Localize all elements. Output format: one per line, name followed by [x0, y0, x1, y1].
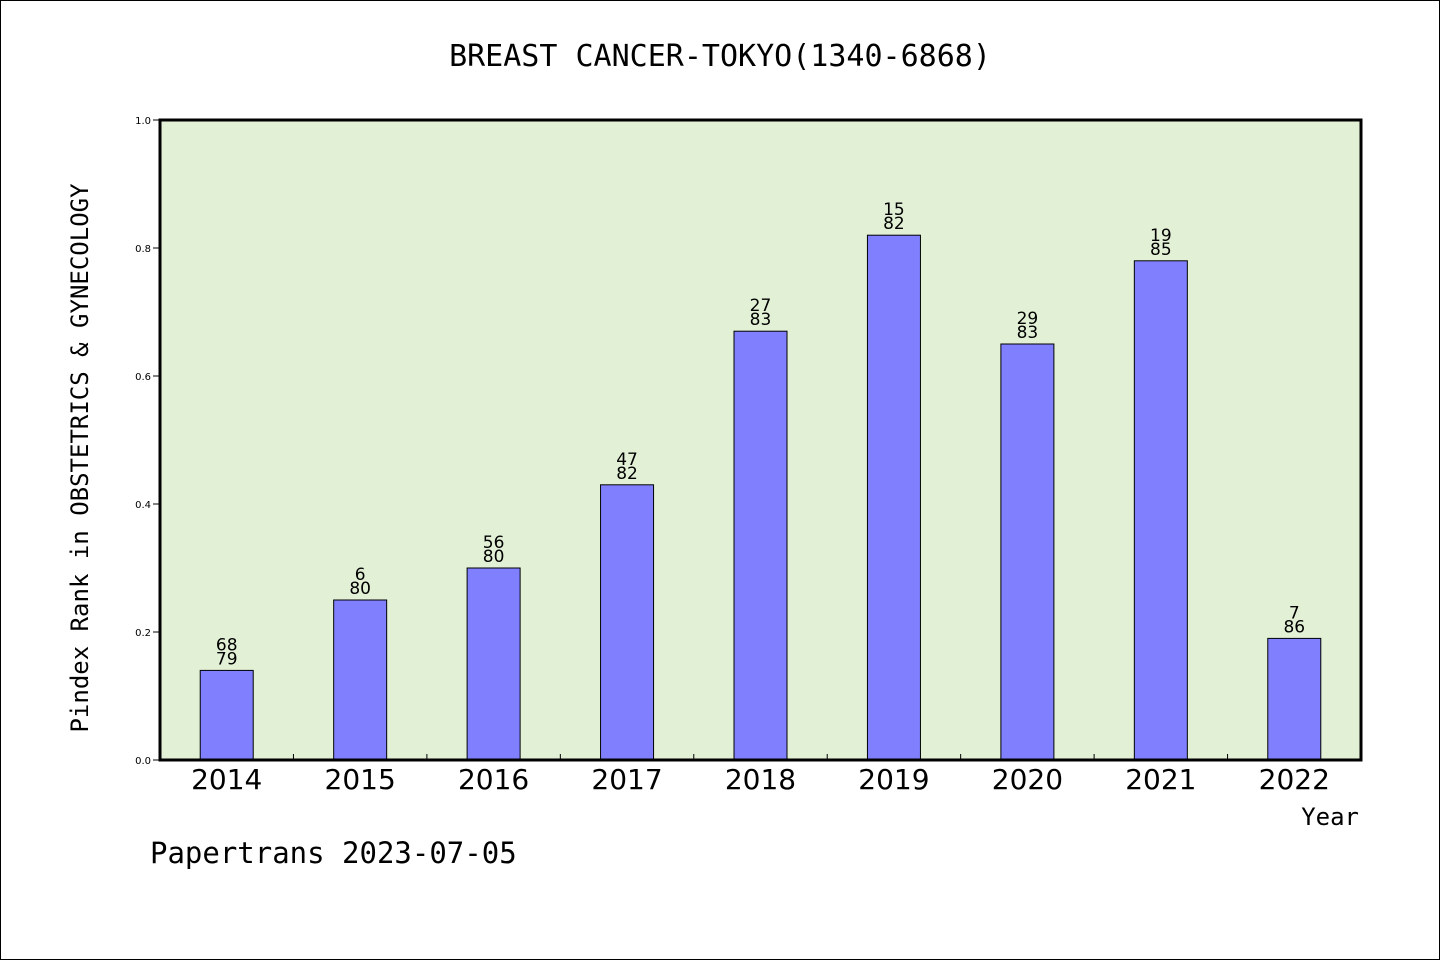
- data-label-bottom: 83: [750, 310, 772, 330]
- x-tick-label: 2022: [1259, 763, 1330, 796]
- chart-title: BREAST CANCER-TOKYO(1340-6868): [449, 39, 991, 74]
- x-axis: 2014 2015 2016 2017 2018 2019 2020 2021 2022: [191, 754, 1330, 796]
- y-tick-label: 0.0: [135, 756, 151, 767]
- x-axis-label: Year: [1301, 803, 1359, 831]
- bar-2022: [1267, 637, 1322, 761]
- data-label-bottom: 82: [616, 464, 638, 484]
- x-tick-label: 2014: [191, 763, 262, 796]
- bars-group: [199, 234, 1322, 761]
- bar-2017: [600, 484, 655, 761]
- plot-border: [158, 118, 1363, 762]
- y-tick-label: 1.0: [135, 116, 151, 127]
- data-label-top: 56: [483, 533, 505, 553]
- x-tick-label: 2021: [1125, 763, 1196, 796]
- bar-2016: [466, 567, 521, 761]
- data-label-bottom: 86: [1283, 617, 1305, 637]
- bar-2018: [733, 330, 788, 761]
- data-label-bottom: 83: [1017, 323, 1039, 343]
- bar-2014: [199, 669, 254, 761]
- y-tick-label: 0.8: [135, 244, 151, 255]
- data-label-bottom: 82: [883, 214, 905, 234]
- y-tick-label: 0.2: [135, 628, 151, 639]
- y-tick-label: 0.4: [135, 500, 151, 511]
- data-label-top: 19: [1150, 226, 1172, 246]
- data-label-bottom: 80: [349, 579, 371, 599]
- data-label-top: 27: [750, 296, 772, 316]
- x-tick-label: 2018: [725, 763, 796, 796]
- x-tick-label: 2019: [858, 763, 929, 796]
- data-label-top: 7: [1289, 603, 1300, 623]
- data-label-bottom: 85: [1150, 240, 1172, 260]
- data-label-top: 29: [1017, 309, 1039, 329]
- footer-text: Papertrans 2023-07-05: [150, 836, 517, 870]
- y-axis-label: Pindex Rank in OBSTETRICS & GYNECOLOGY: [66, 183, 94, 733]
- data-label-bottom: 80: [483, 547, 505, 567]
- y-tick-label: 0.6: [135, 372, 151, 383]
- bar-2021: [1133, 260, 1188, 761]
- x-tick-label: 2015: [325, 763, 396, 796]
- x-tick-label: 2017: [591, 763, 662, 796]
- y-axis: 0.0 0.2 0.4 0.6 0.8 1.0: [135, 116, 160, 767]
- x-tick-label: 2020: [992, 763, 1063, 796]
- data-label-top: 47: [616, 450, 638, 470]
- data-label-top: 15: [883, 200, 905, 220]
- bar-2019: [866, 234, 921, 761]
- data-label-bottom: 79: [216, 649, 238, 669]
- x-tick-label: 2016: [458, 763, 529, 796]
- data-label-top: 6: [355, 565, 366, 585]
- data-label-top: 68: [216, 635, 238, 655]
- bar-2020: [1000, 343, 1055, 761]
- bar-2015: [333, 599, 388, 761]
